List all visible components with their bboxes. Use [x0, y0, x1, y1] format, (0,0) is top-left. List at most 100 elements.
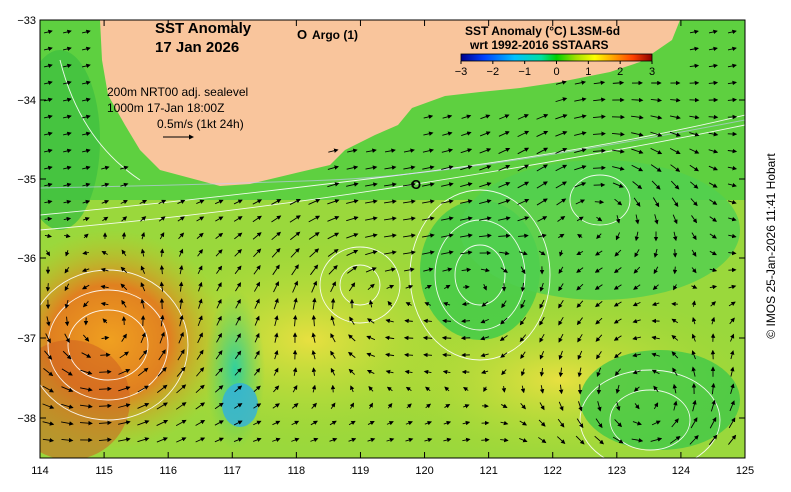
current-arrow-icon: [424, 285, 432, 290]
current-arrow-icon: [330, 281, 336, 293]
current-arrow-icon: [479, 216, 492, 221]
current-arrow-icon: [290, 231, 301, 241]
current-arrow-icon: [520, 351, 526, 359]
current-arrow-icon: [196, 349, 204, 360]
current-arrow-icon: [574, 165, 587, 171]
current-arrow-icon: [728, 284, 737, 290]
current-arrow-icon: [708, 63, 718, 69]
current-arrow-icon: [632, 181, 643, 190]
current-arrow-icon: [195, 402, 206, 410]
colorbar-tick-label: −2: [487, 66, 500, 78]
current-arrow-icon: [595, 301, 603, 308]
current-arrow-icon: [424, 420, 433, 426]
current-arrow-icon: [422, 233, 435, 238]
current-arrow-icon: [729, 350, 735, 360]
current-arrow-icon: [575, 435, 585, 445]
current-arrow-icon: [137, 420, 150, 426]
current-arrow-icon: [631, 115, 644, 120]
current-arrow-icon: [501, 300, 507, 309]
current-arrow-icon: [557, 215, 566, 222]
current-arrow-icon: [576, 317, 583, 326]
lat-tick-label: −33: [17, 15, 36, 27]
current-arrow-icon: [672, 249, 678, 258]
current-arrow-icon: [539, 402, 545, 411]
colorbar-tick-label: −1: [518, 66, 531, 78]
current-arrow-icon: [558, 266, 564, 274]
current-arrow-icon: [121, 333, 127, 342]
current-arrow-icon: [691, 284, 698, 289]
current-arrow-icon: [291, 437, 300, 443]
current-vectors: [42, 29, 738, 445]
current-arrow-icon: [671, 351, 679, 359]
current-arrow-icon: [423, 267, 434, 272]
current-arrow-icon: [62, 97, 72, 103]
current-arrow-icon: [632, 352, 642, 358]
current-arrow-icon: [178, 232, 185, 240]
current-arrow-icon: [539, 368, 545, 377]
current-arrow-icon: [669, 436, 681, 444]
colorbar: [460, 53, 653, 62]
current-arrow-icon: [463, 387, 469, 392]
current-arrow-icon: [518, 251, 528, 256]
current-arrow-icon: [499, 335, 508, 342]
current-arrow-icon: [631, 164, 644, 172]
current-arrow-icon: [365, 216, 378, 221]
current-arrow-icon: [460, 182, 473, 187]
current-arrow-icon: [272, 403, 280, 409]
current-arrow-icon: [368, 402, 373, 409]
current-arrow-icon: [555, 97, 568, 103]
current-arrow-icon: [689, 63, 700, 69]
current-arrow-icon: [175, 419, 187, 427]
current-arrow-icon: [235, 315, 241, 326]
current-arrow-icon: [138, 349, 148, 360]
current-arrow-icon: [727, 46, 737, 52]
current-arrow-icon: [423, 369, 432, 375]
current-arrow-icon: [403, 335, 414, 341]
current-arrow-icon: [499, 250, 510, 256]
current-arrow-icon: [538, 419, 546, 427]
current-arrow-icon: [557, 436, 566, 445]
current-arrow-icon: [650, 437, 663, 442]
current-arrow-icon: [708, 434, 718, 445]
current-arrow-icon: [422, 216, 435, 221]
current-arrow-icon: [615, 232, 621, 241]
current-arrow-icon: [62, 114, 72, 120]
current-arrow-icon: [43, 80, 53, 86]
current-arrow-icon: [63, 199, 72, 205]
current-arrow-icon: [671, 334, 679, 341]
current-arrow-icon: [346, 199, 359, 204]
current-arrow-icon: [634, 249, 640, 258]
current-arrow-icon: [690, 417, 698, 429]
current-arrow-icon: [539, 282, 544, 292]
current-arrow-icon: [709, 233, 717, 239]
lon-tick-label: 117: [223, 465, 241, 477]
current-arrow-icon: [159, 281, 165, 292]
current-arrow-icon: [536, 198, 548, 206]
current-arrow-icon: [461, 301, 470, 307]
current-arrow-icon: [613, 301, 622, 307]
current-arrow-icon: [386, 421, 394, 426]
current-arrow-icon: [254, 332, 260, 343]
current-arrow-icon: [555, 181, 567, 189]
current-arrow-icon: [214, 437, 224, 443]
current-arrow-icon: [292, 314, 298, 327]
current-arrow-icon: [441, 148, 454, 153]
current-arrow-icon: [253, 385, 261, 393]
current-arrow-icon: [671, 418, 679, 428]
current-arrow-icon: [233, 420, 243, 426]
current-arrow-icon: [253, 437, 262, 442]
current-arrow-icon: [100, 301, 109, 307]
current-arrow-icon: [595, 334, 603, 342]
colorbar-tick-label: 3: [649, 66, 655, 78]
current-arrow-icon: [537, 233, 547, 239]
current-arrow-icon: [346, 249, 359, 256]
current-arrow-icon: [653, 402, 659, 410]
current-arrow-icon: [708, 182, 718, 188]
current-arrow-icon: [293, 297, 298, 310]
current-arrow-icon: [43, 29, 53, 35]
current-arrow-icon: [308, 198, 321, 205]
current-arrow-icon: [613, 267, 622, 274]
current-arrow-icon: [517, 114, 529, 120]
current-arrow-icon: [216, 282, 222, 292]
current-arrow-icon: [728, 250, 737, 256]
